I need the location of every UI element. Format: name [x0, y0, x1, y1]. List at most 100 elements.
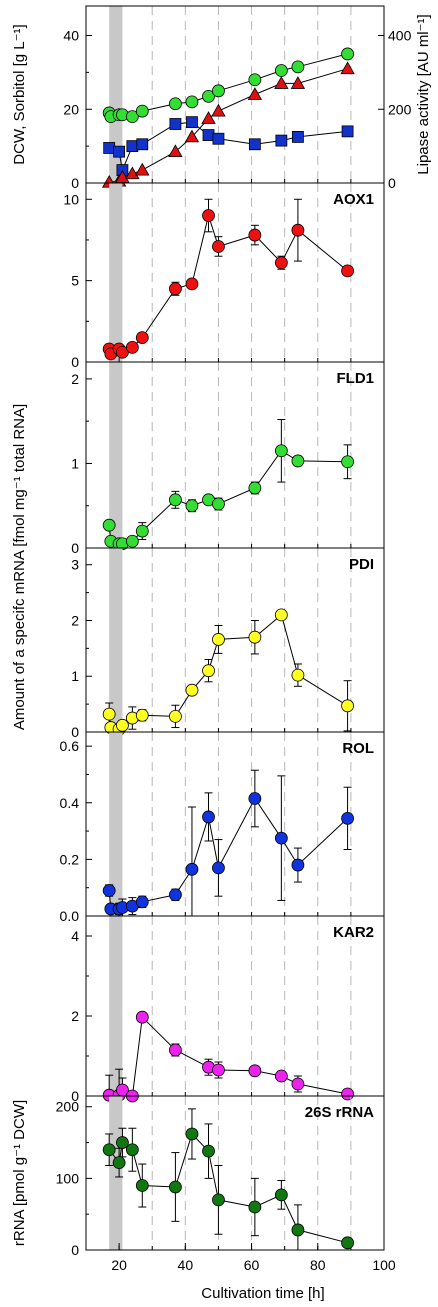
data-point — [136, 138, 149, 151]
data-point — [341, 125, 354, 138]
data-point — [185, 1127, 199, 1141]
data-point — [248, 73, 262, 87]
data-point — [168, 1180, 182, 1194]
data-point — [341, 455, 354, 469]
data-point — [202, 810, 215, 824]
data-point — [248, 1064, 262, 1078]
data-point — [135, 708, 149, 722]
data-point — [341, 811, 354, 825]
y-tick-label: 3 — [71, 557, 79, 573]
data-point — [291, 858, 305, 872]
data-point — [212, 132, 225, 145]
x-tick-label: 80 — [310, 1257, 326, 1273]
data-point — [212, 633, 225, 646]
data-point — [291, 454, 305, 468]
data-point — [290, 76, 306, 89]
data-point — [248, 630, 262, 644]
panel-5: 0.0 0.2 0.4 0.6 ROL — [60, 731, 385, 924]
panel-4: 0 1 2 3 PDI — [71, 547, 385, 740]
data-point — [168, 888, 182, 902]
x-tick-label: 60 — [244, 1257, 260, 1273]
data-point — [169, 118, 182, 130]
data-point — [275, 134, 288, 147]
series-1 — [102, 1108, 354, 1251]
data-point — [116, 718, 129, 732]
panel-title: FLD1 — [337, 370, 375, 387]
series-line — [108, 797, 348, 910]
series-1 — [102, 1010, 354, 1103]
data-point — [274, 831, 288, 845]
induction-band — [109, 362, 123, 548]
data-point — [248, 481, 262, 495]
induction-band — [109, 732, 123, 916]
y-tick-label: 40 — [63, 28, 79, 44]
y-tick-label: 0.0 — [60, 908, 80, 924]
panel-title: AOX1 — [333, 191, 374, 208]
panel-title: KAR2 — [333, 924, 374, 941]
data-point — [248, 792, 262, 805]
panel-7: 20 40 60 80 100 0 100 200 rRNA [pmol g⁻¹ DCW] 26S… — [11, 1095, 396, 1273]
data-point — [135, 1179, 149, 1192]
data-point — [168, 97, 182, 111]
data-point — [341, 1236, 354, 1250]
y2-tick-label: 0 — [388, 175, 396, 191]
y-tick-label: 0 — [71, 175, 79, 191]
data-point — [340, 61, 355, 75]
data-point — [168, 144, 183, 158]
data-point — [274, 608, 288, 622]
induction-band — [109, 548, 123, 732]
data-point — [185, 862, 199, 876]
y-tick-label: 0 — [71, 1242, 79, 1258]
data-point — [291, 223, 305, 237]
data-point — [125, 1143, 139, 1157]
y-axis-label: DCW, Sorbitol [g L⁻¹] — [11, 24, 28, 164]
data-point — [202, 209, 215, 222]
plot-frame — [85, 1095, 385, 1251]
plot-frame — [85, 182, 385, 363]
panel-6: 0 2 4 KAR2 — [71, 915, 385, 1104]
data-point — [125, 534, 139, 548]
panel-2: 0 5 10 AOX1 — [63, 182, 385, 370]
series-3 — [101, 61, 355, 188]
data-point — [202, 129, 215, 141]
induction-band — [109, 6, 123, 183]
series-1 — [102, 769, 354, 917]
data-point — [103, 142, 116, 154]
data-point — [212, 861, 225, 875]
data-point — [116, 1136, 129, 1149]
data-point — [125, 340, 139, 354]
series-1 — [102, 418, 354, 551]
data-point — [202, 1144, 215, 1158]
data-point — [291, 1077, 305, 1091]
y-tick-label: 200 — [56, 1099, 80, 1115]
data-point — [291, 60, 305, 74]
series-line — [109, 68, 348, 183]
y-tick-label: 10 — [63, 191, 79, 207]
x-tick-label: 100 — [372, 1257, 396, 1273]
data-point — [202, 664, 215, 678]
data-point — [248, 228, 262, 242]
y-tick-label: 1 — [71, 668, 79, 684]
data-point — [212, 1063, 225, 1077]
data-point — [341, 47, 354, 61]
data-point — [212, 84, 225, 98]
data-point — [135, 524, 149, 538]
panel-title: 26S rRNA — [305, 1104, 374, 1121]
data-point — [274, 64, 288, 77]
data-point — [135, 895, 149, 909]
induction-band — [109, 183, 123, 362]
data-point — [168, 1043, 182, 1057]
data-point — [102, 518, 116, 532]
data-point — [135, 162, 150, 176]
data-point — [185, 683, 199, 697]
x-tick-label: 20 — [111, 1257, 127, 1273]
data-point — [168, 282, 182, 296]
plot-frame — [85, 731, 385, 917]
data-point — [248, 138, 261, 151]
series-1 — [102, 608, 354, 736]
data-point — [184, 129, 200, 143]
data-point — [291, 668, 305, 682]
data-point — [211, 103, 226, 117]
